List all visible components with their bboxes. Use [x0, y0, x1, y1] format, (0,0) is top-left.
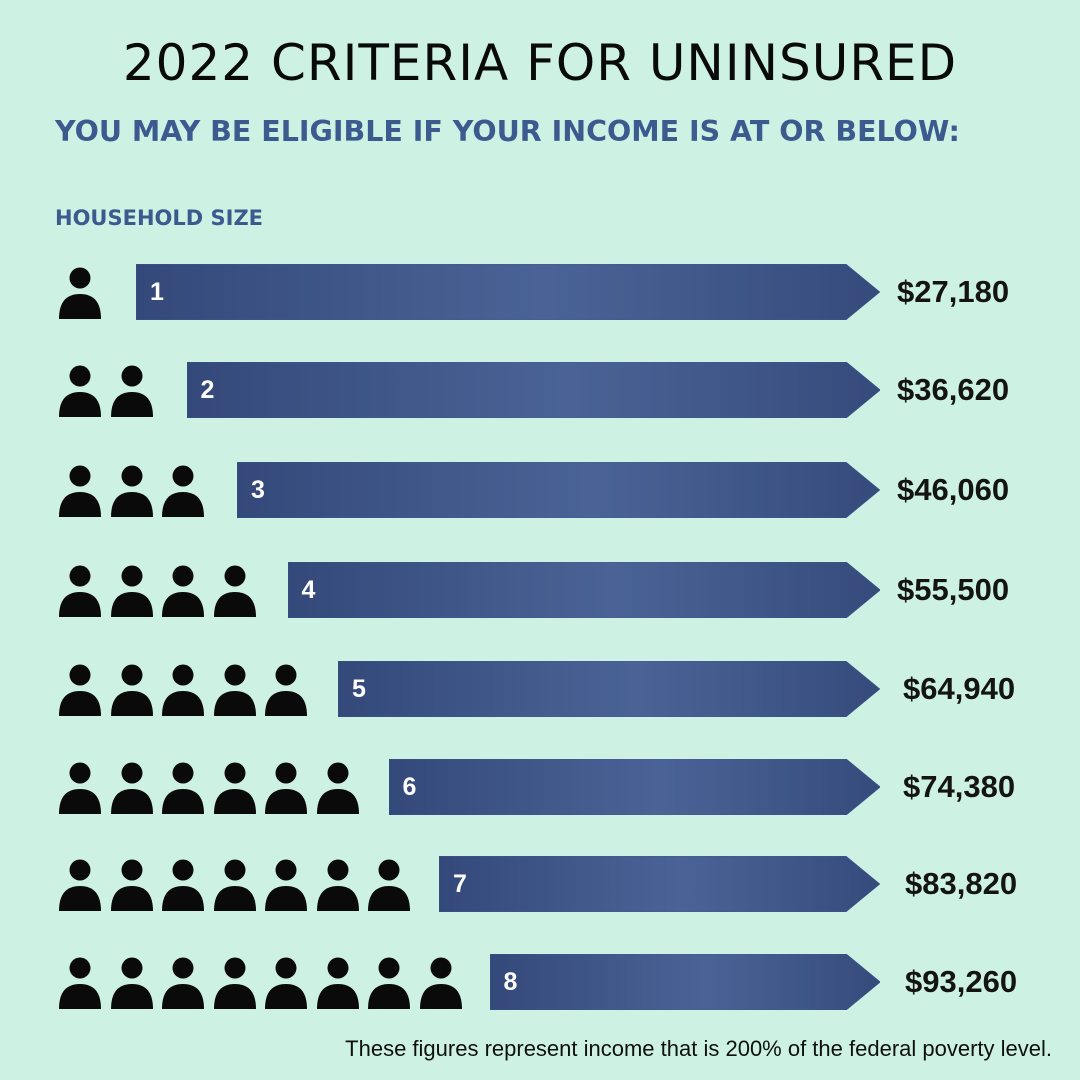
person-icon — [110, 465, 153, 517]
person-icon — [213, 957, 256, 1009]
person-icon — [110, 565, 153, 617]
subtitle: YOU MAY BE ELIGIBLE IF YOUR INCOME IS AT… — [55, 115, 960, 148]
person-icon — [316, 859, 359, 911]
household-row: 5 $64,940 — [0, 661, 1080, 721]
person-icon — [419, 957, 462, 1009]
household-size-number: 4 — [301, 576, 316, 604]
person-icon — [213, 664, 256, 716]
income-bar: 4 — [287, 562, 880, 618]
person-icon — [59, 762, 101, 814]
household-row: 6 $74,380 — [0, 759, 1080, 819]
person-icon — [162, 565, 204, 617]
person-icon — [265, 957, 307, 1009]
household-size-label: HOUSEHOLD SIZE — [55, 206, 264, 230]
household-row: 8 $93,260 — [0, 954, 1080, 1014]
income-amount: $27,180 — [897, 274, 1010, 309]
person-icon — [162, 859, 204, 911]
household-size-number: 1 — [150, 278, 164, 306]
person-icon — [110, 957, 153, 1009]
household-size-number: 3 — [251, 476, 265, 504]
page-title: 2022 CRITERIA FOR UNINSURED — [122, 34, 958, 92]
household-size-number: 2 — [200, 376, 215, 404]
person-icon — [110, 762, 153, 814]
person-icon — [265, 762, 307, 814]
person-icon — [110, 859, 153, 911]
income-amount: $36,620 — [897, 372, 1010, 407]
person-icon — [368, 957, 410, 1009]
income-amount: $46,060 — [897, 472, 1010, 507]
person-icon — [59, 664, 101, 716]
person-icon — [59, 267, 101, 319]
person-icon — [59, 365, 101, 417]
household-size-number: 6 — [402, 773, 417, 801]
person-icon — [59, 565, 101, 617]
person-icon — [213, 859, 256, 911]
person-icon — [110, 664, 153, 716]
income-amount: $93,260 — [905, 964, 1018, 999]
person-icon — [59, 859, 101, 911]
household-row: 2 $36,620 — [0, 362, 1080, 422]
person-icon — [265, 859, 307, 911]
income-amount: $64,940 — [903, 671, 1016, 706]
household-size-number: 7 — [453, 870, 467, 898]
person-icon — [59, 957, 101, 1009]
income-bar: 2 — [186, 362, 880, 418]
person-icon — [265, 664, 307, 716]
footnote: These figures represent income that is 2… — [345, 1036, 1052, 1061]
income-bar: 5 — [338, 661, 880, 717]
person-icon — [162, 957, 204, 1009]
person-icon — [59, 465, 101, 517]
household-row: 7 $83,820 — [0, 856, 1080, 916]
household-row: 4 $55,500 — [0, 562, 1080, 622]
person-icon — [110, 365, 153, 417]
person-icon — [316, 762, 359, 814]
income-bar: 1 — [136, 264, 880, 320]
income-bar: 7 — [439, 856, 880, 912]
income-amount: $83,820 — [905, 866, 1018, 901]
household-size-number: 5 — [352, 675, 366, 703]
person-icon — [213, 565, 256, 617]
person-icon — [213, 762, 256, 814]
household-row: 1 $27,180 — [0, 264, 1080, 324]
household-row: 3 $46,060 — [0, 462, 1080, 522]
income-bar: 3 — [237, 462, 880, 518]
person-icon — [368, 859, 410, 911]
income-bar: 6 — [388, 759, 880, 815]
person-icon — [316, 957, 359, 1009]
income-amount: $55,500 — [897, 572, 1010, 607]
income-amount: $74,380 — [903, 769, 1016, 804]
person-icon — [162, 664, 204, 716]
person-icon — [162, 762, 204, 814]
income-bar: 8 — [489, 954, 880, 1010]
household-size-number: 8 — [503, 968, 518, 996]
person-icon — [162, 465, 204, 517]
